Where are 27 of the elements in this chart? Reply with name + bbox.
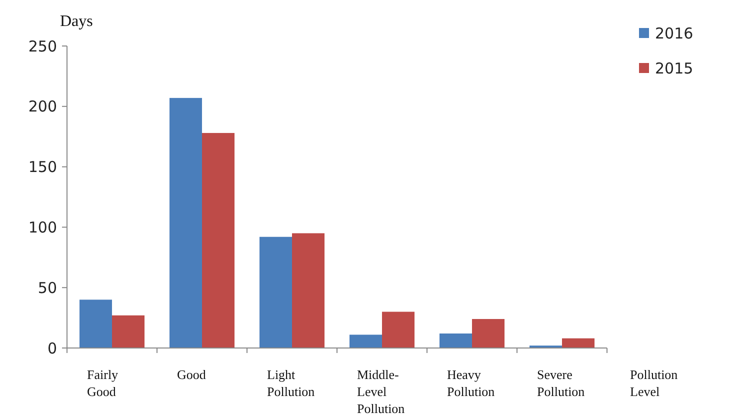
x-tick-label: Light Pollution — [267, 367, 316, 399]
bar — [349, 334, 382, 348]
y-tick-label: 200 — [28, 98, 57, 116]
bar — [112, 315, 145, 348]
y-tick-label: 150 — [28, 158, 57, 176]
bar — [439, 334, 472, 348]
bar — [259, 236, 292, 348]
bar — [562, 338, 595, 348]
bar — [202, 132, 235, 348]
bar — [169, 98, 202, 348]
bar — [382, 312, 415, 348]
y-tick-label: 250 — [28, 37, 57, 56]
bar — [472, 319, 505, 348]
legend-label: 2015 — [655, 59, 694, 78]
y-tick-label: 0 — [47, 339, 57, 358]
x-tick-label: Heavy Pollution — [447, 367, 496, 399]
y-axis-title: Days — [60, 13, 93, 30]
legend-label: 2016 — [655, 24, 694, 42]
x-axis-title: Pollution Level — [630, 367, 678, 399]
bar — [292, 233, 325, 348]
x-tick-label: Severe Pollution — [537, 367, 586, 399]
x-tick-label: Middle-Level Pollution — [357, 367, 406, 416]
x-tick-label: Good — [177, 367, 206, 382]
x-tick-label: Fairly Good — [87, 367, 119, 399]
y-tick-label: 100 — [28, 218, 57, 236]
y-tick-label: 50 — [38, 278, 57, 297]
bar — [79, 300, 112, 348]
